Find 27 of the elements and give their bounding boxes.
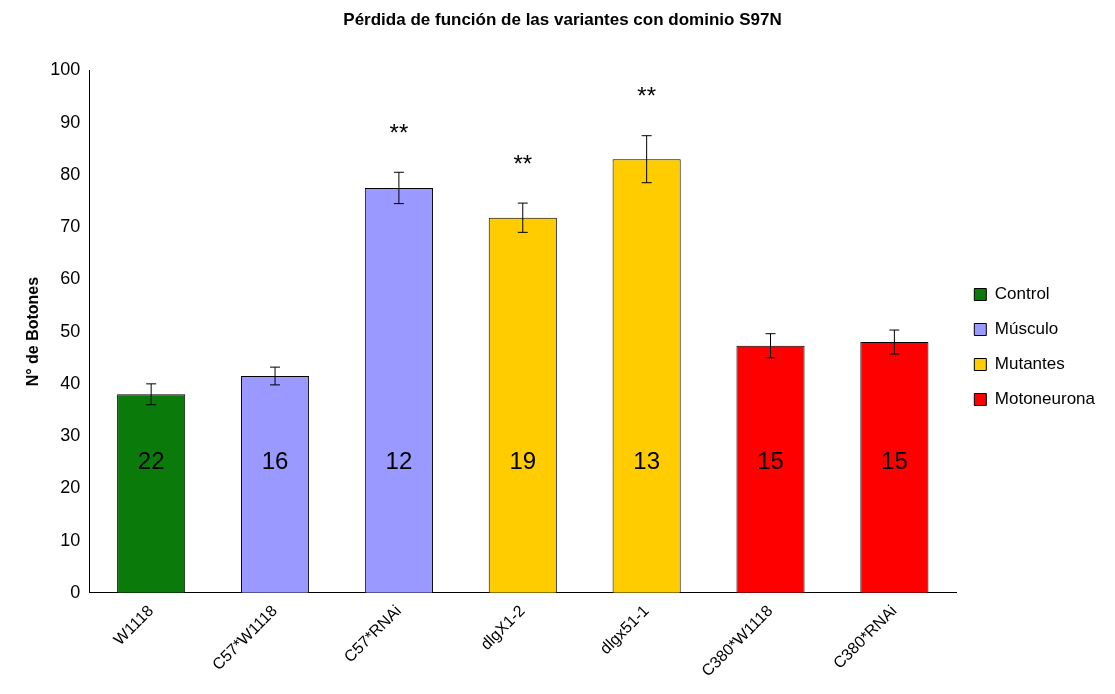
- annotation: **: [389, 118, 409, 146]
- annotation: 15: [881, 446, 908, 474]
- legend-label: Motoneurona: [994, 389, 1096, 409]
- legend-label: Músculo: [994, 319, 1059, 339]
- annotation: 15: [757, 446, 784, 474]
- legend-label: Control: [994, 284, 1050, 304]
- annotation: **: [513, 149, 533, 177]
- y-tick-label: 30: [60, 425, 81, 446]
- annotation: 22: [137, 446, 165, 474]
- y-tick-label: 80: [60, 163, 81, 184]
- y-tick-label: 40: [60, 372, 81, 393]
- y-tick-label: 0: [70, 581, 81, 602]
- annotation: 12: [385, 446, 413, 474]
- y-tick-label: 50: [60, 320, 81, 341]
- annotation: 16: [261, 446, 289, 474]
- annotation: 13: [633, 446, 660, 474]
- y-tick-label: 100: [50, 59, 81, 80]
- y-tick-label: 70: [60, 216, 81, 237]
- legend-label: Mutantes: [994, 354, 1065, 374]
- annotation: 19: [509, 446, 537, 474]
- y-tick-label: 90: [60, 111, 81, 132]
- chart-title: Pérdida de función de las variantes con dominio S97N: [343, 9, 782, 29]
- y-tick-label: 10: [60, 529, 81, 550]
- y-axis-title: N° de Botones: [24, 276, 42, 387]
- y-tick-label: 60: [60, 268, 81, 289]
- y-tick-label: 20: [60, 477, 81, 498]
- annotation: **: [637, 82, 656, 110]
